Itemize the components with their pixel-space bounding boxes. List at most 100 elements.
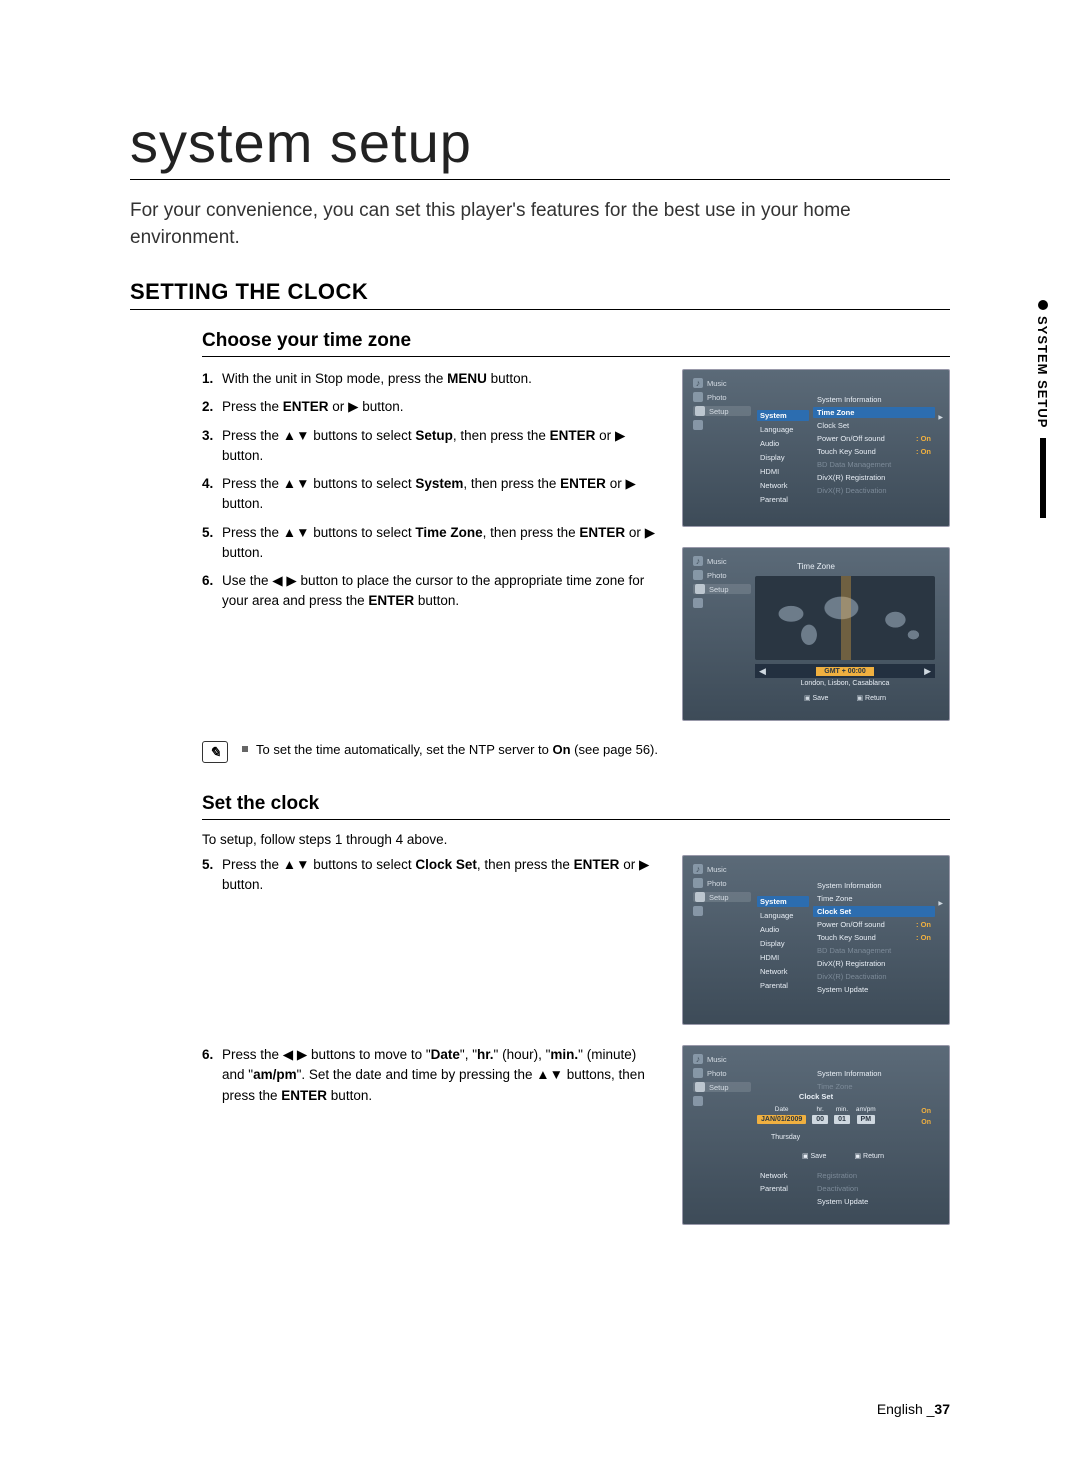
screenshot-timezone-map: MusicPhotoSetup Time Zone ◀ GMT + 00:00 … xyxy=(682,547,950,721)
save-label: Save xyxy=(802,1152,827,1160)
menu-mid-item: Language xyxy=(757,910,809,921)
step-item: 4.Press the ▲▼ buttons to select System,… xyxy=(202,474,662,515)
nav-icon xyxy=(695,406,705,416)
menu-mid-item: System xyxy=(757,410,809,421)
day-label: Thursday xyxy=(771,1134,800,1141)
nav-item: Setup xyxy=(693,406,751,416)
menu-mid-item: Parental xyxy=(757,494,809,505)
menu-right-item: DivX(R) Registration xyxy=(813,958,935,969)
return-label: Return xyxy=(854,1152,884,1160)
tz-steps: 1.With the unit in Stop mode, press the … xyxy=(202,369,662,612)
nav-icon xyxy=(693,1068,703,1078)
side-tab-text: SYSTEM SETUP xyxy=(1035,316,1050,428)
arrow-right-icon: ▶ xyxy=(924,666,931,677)
nav-item: Setup xyxy=(693,892,751,902)
menu-mid-item: Display xyxy=(757,452,809,463)
tz-map-title: Time Zone xyxy=(797,562,835,571)
step-item: 1.With the unit in Stop mode, press the … xyxy=(202,369,662,389)
nav-icon xyxy=(693,570,703,580)
menu-mid-item: Audio xyxy=(757,438,809,449)
clockset-title: Clock Set xyxy=(799,1092,833,1101)
menu-right-item: Clock Set xyxy=(813,906,935,917)
menu-right-item: System Update xyxy=(813,984,935,995)
page-title: system setup xyxy=(130,110,950,180)
menu-right-item: Registration xyxy=(813,1170,935,1181)
footer-lang: English xyxy=(877,1401,923,1417)
nav-item: Photo xyxy=(693,570,751,580)
menu-right-item: Touch Key Sound: On xyxy=(813,446,935,457)
nav-item: Music xyxy=(693,864,751,874)
menu-right-item: Time Zone xyxy=(813,1081,935,1092)
menu-right-item: BD Data Management xyxy=(813,459,935,470)
menu-mid-item: System xyxy=(757,896,809,907)
menu-mid-item: Parental xyxy=(757,980,809,991)
menu-right-item: Clock Set xyxy=(813,420,935,431)
nav-icon xyxy=(693,378,703,388)
arrow-left-icon: ◀ xyxy=(759,666,766,677)
nav-item: Photo xyxy=(693,392,751,402)
nav-item xyxy=(693,1096,751,1106)
nav-item: Photo xyxy=(693,878,751,888)
step-item: 6.Use the ◀ ▶ button to place the cursor… xyxy=(202,571,662,612)
sc-heading: Set the clock xyxy=(202,793,950,820)
save-label: Save xyxy=(804,694,829,702)
footer-page: 37 xyxy=(934,1401,950,1417)
side-value: On xyxy=(921,1108,931,1115)
nav-icon xyxy=(695,892,705,902)
sc-lead: To setup, follow steps 1 through 4 above… xyxy=(202,832,950,847)
side-value: On xyxy=(921,1119,931,1126)
side-bar-icon xyxy=(1040,438,1046,518)
date-column: min.01 xyxy=(834,1106,850,1124)
menu-right-item: DivX(R) Deactivation xyxy=(813,485,935,496)
nav-icon xyxy=(693,556,703,566)
tz-heading: Choose your time zone xyxy=(202,330,950,357)
menu-mid-item: Network xyxy=(757,966,809,977)
sc-step-6: 6.Press the ◀ ▶ buttons to move to "Date… xyxy=(202,1045,662,1106)
menu-mid-item: HDMI xyxy=(757,466,809,477)
scroll-arrow-icon: ▶ xyxy=(938,414,943,421)
step-item: 2.Press the ENTER or ▶ button. xyxy=(202,397,662,417)
nav-icon xyxy=(693,392,703,402)
nav-icon xyxy=(695,1082,705,1092)
tz-city: London, Lisbon, Casablanca xyxy=(755,680,935,687)
screenshot-clockset-menu: Music Photo Setup System Language Audio Displ… xyxy=(682,855,950,1025)
nav-icon xyxy=(693,906,703,916)
menu-right-item: Power On/Off sound: On xyxy=(813,433,935,444)
nav-icon xyxy=(693,1096,703,1106)
nav-item: Music xyxy=(693,556,751,566)
menu-right-item: System Information xyxy=(813,880,935,891)
menu-mid-item: Display xyxy=(757,938,809,949)
step-item: 5.Press the ▲▼ buttons to select Time Zo… xyxy=(202,523,662,564)
gmt-label: GMT + 00:00 xyxy=(816,667,873,676)
screenshot-timezone-menu: MusicPhotoSetup SystemLanguageAudioDispl… xyxy=(682,369,950,527)
step-item: 3.Press the ▲▼ buttons to select Setup, … xyxy=(202,426,662,467)
nav-item xyxy=(693,420,751,430)
menu-right-item: BD Data Management xyxy=(813,945,935,956)
nav-item xyxy=(693,906,751,916)
nav-icon xyxy=(693,598,703,608)
world-map-icon xyxy=(755,576,935,660)
note-icon: ✎ xyxy=(202,741,228,763)
nav-icon xyxy=(693,420,703,430)
intro-text: For your convenience, you can set this p… xyxy=(130,198,950,251)
menu-mid-item: Audio xyxy=(757,924,809,935)
nav-item: Setup xyxy=(693,1082,751,1092)
section-heading: SETTING THE CLOCK xyxy=(130,279,950,310)
nav-icon xyxy=(695,584,705,594)
return-label: Return xyxy=(856,694,886,702)
page-footer: English _37 xyxy=(877,1401,950,1417)
menu-right-item: System Information xyxy=(813,394,935,405)
nav-item: Music xyxy=(693,378,751,388)
nav-icon xyxy=(693,878,703,888)
nav-item xyxy=(693,598,751,608)
menu-right-item: Time Zone xyxy=(813,893,935,904)
nav-item: Setup xyxy=(693,584,751,594)
nav-item: Music xyxy=(693,1054,751,1064)
menu-mid-item: Network xyxy=(757,480,809,491)
menu-right-item: System Update xyxy=(813,1196,935,1207)
menu-mid-item: HDMI xyxy=(757,952,809,963)
menu-right-item: Deactivation xyxy=(813,1183,935,1194)
side-tab: SYSTEM SETUP xyxy=(1035,300,1050,518)
bullet-icon xyxy=(1038,300,1048,310)
screenshot-clockset-editor: MusicPhotoSetup System InformationTime Z… xyxy=(682,1045,950,1225)
